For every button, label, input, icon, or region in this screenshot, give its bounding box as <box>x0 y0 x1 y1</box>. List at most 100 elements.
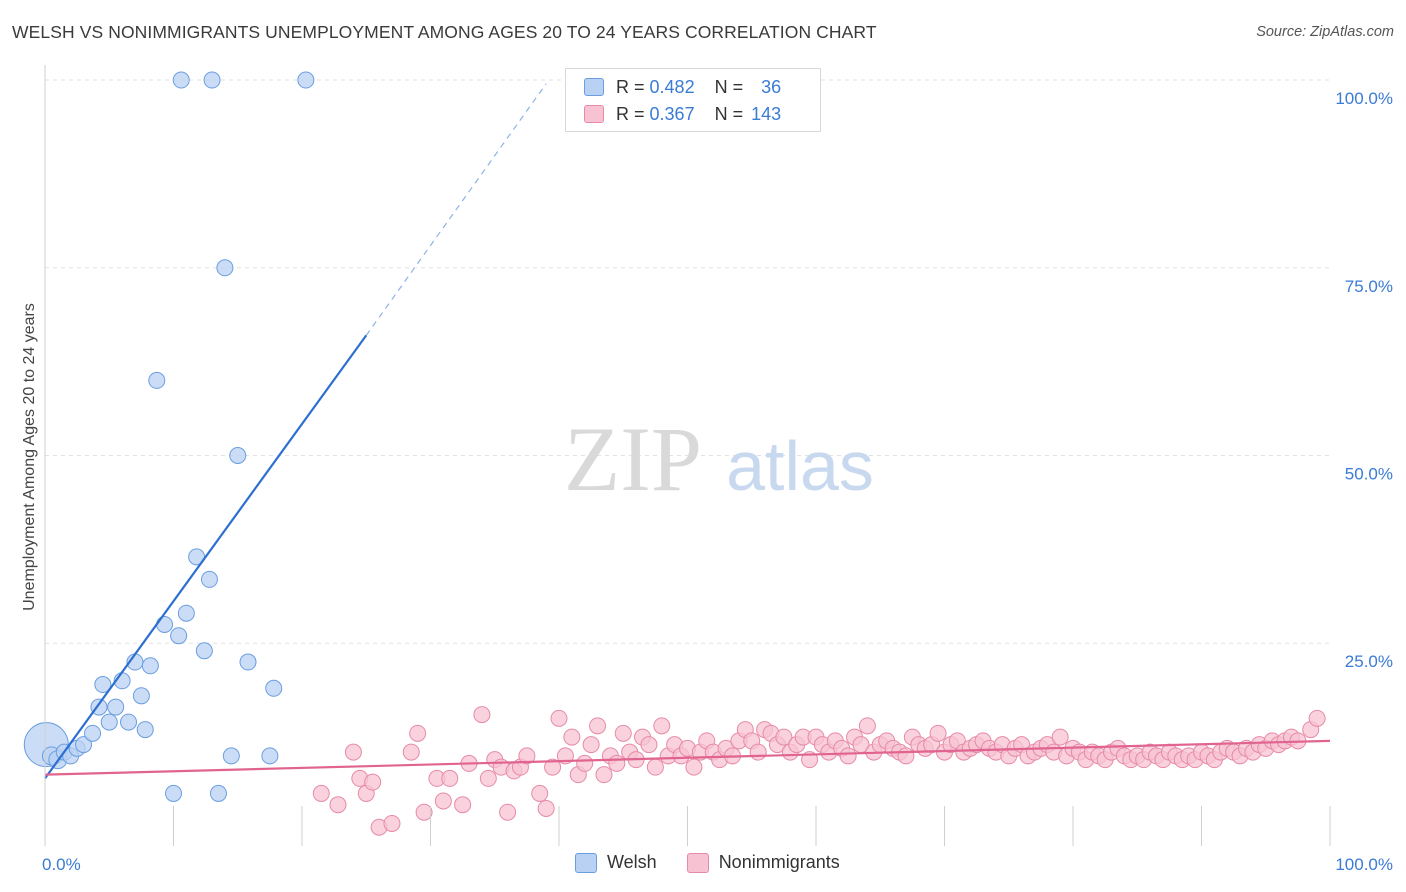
welsh-point <box>222 747 240 765</box>
nonimmigrants-point <box>312 784 330 802</box>
nonimmigrants-point <box>531 784 549 802</box>
nonimmigrants-point <box>537 799 555 817</box>
nonimmigrants-point <box>518 747 536 765</box>
legend-n-label: N = <box>714 76 744 97</box>
legend-r-value-nonimmigrants: 0.367 <box>649 103 695 124</box>
welsh-point <box>75 736 93 754</box>
welsh-point <box>107 698 125 716</box>
y-tick-label: 75.0% <box>1345 277 1393 296</box>
y-tick-label: 100.0% <box>1335 89 1393 108</box>
welsh-point <box>229 447 247 464</box>
watermark: ZIP atlas <box>564 408 874 510</box>
watermark-atlas: atlas <box>726 427 874 505</box>
legend-n-value-nonimmigrants: 143 <box>751 103 782 124</box>
welsh-point <box>265 679 283 697</box>
nonimmigrants-point <box>595 766 613 784</box>
welsh-point <box>216 259 234 277</box>
source-label: Source: ZipAtlas.com <box>1256 24 1394 40</box>
y-tick-label: 50.0% <box>1345 465 1393 484</box>
nonimmigrants-point <box>364 773 382 791</box>
series-label-welsh: Welsh <box>607 852 657 872</box>
welsh-point <box>170 627 188 645</box>
welsh-point <box>132 687 150 705</box>
nonimmigrants-point <box>749 743 767 761</box>
welsh-point <box>120 713 138 731</box>
welsh-point <box>84 724 102 742</box>
nonimmigrants-point <box>839 747 857 765</box>
legend-r-label: R = <box>616 103 645 124</box>
nonimmigrants-point <box>653 717 671 735</box>
welsh-trend-line <box>44 334 368 780</box>
series-legend: Welsh Nonimmigrants <box>575 852 870 873</box>
welsh-point <box>100 713 118 731</box>
nonimmigrants-point <box>383 814 401 832</box>
welsh-trend-extension <box>365 83 547 336</box>
nonimmigrants-point <box>1051 728 1069 746</box>
series-legend-nonimmigrants[interactable]: Nonimmigrants <box>686 852 840 873</box>
nonimmigrants-point <box>589 717 607 735</box>
nonimmigrants-point <box>499 803 517 821</box>
correlation-legend: R = 0.482 N = 36 R = 0.367 N = 143 <box>565 68 821 132</box>
nonimmigrants-point <box>402 743 420 761</box>
trend-lines <box>44 83 1331 780</box>
series-swatch-welsh <box>575 852 597 873</box>
grid-layer <box>45 79 1330 644</box>
welsh-point <box>209 784 227 802</box>
nonimmigrants-point <box>409 724 427 742</box>
welsh-point <box>156 615 174 633</box>
nonimmigrants-point <box>415 803 433 821</box>
nonimmigrants-point <box>614 724 632 742</box>
welsh-point <box>239 653 257 671</box>
nonimmigrants-point <box>329 796 347 814</box>
nonimmigrants-point <box>473 706 491 724</box>
welsh-point <box>195 642 213 660</box>
x-tick-label-min: 0.0% <box>42 855 81 874</box>
nonimmigrants-point <box>550 709 568 727</box>
nonimmigrants-point <box>646 758 664 776</box>
nonimmigrants-point <box>344 743 362 761</box>
series-label-nonimmigrants: Nonimmigrants <box>718 852 840 872</box>
welsh-point <box>203 71 221 89</box>
welsh-point <box>165 784 182 802</box>
nonimmigrants-point <box>685 758 703 776</box>
legend-n-value-welsh: 36 <box>761 76 782 97</box>
nonimmigrants-point <box>775 728 793 746</box>
legend-row-nonimmigrants: R = 0.367 N = 143 <box>584 102 781 126</box>
nonimmigrants-point <box>582 736 600 754</box>
welsh-point <box>261 747 279 765</box>
y-axis-label: Unemployment Among Ages 20 to 24 years <box>21 303 38 611</box>
nonimmigrants-point <box>897 747 915 765</box>
legend-r-value-welsh: 0.482 <box>649 76 695 97</box>
nonimmigrants-point <box>640 736 658 754</box>
nonimmigrants-point <box>441 769 459 787</box>
series-swatch-nonimmigrants <box>686 852 709 873</box>
legend-n-label: N = <box>714 103 744 124</box>
welsh-point <box>141 657 159 675</box>
welsh-point <box>172 71 190 89</box>
welsh-point <box>94 676 112 694</box>
nonimmigrants-point <box>563 728 581 746</box>
welsh-point <box>148 371 166 389</box>
welsh-point <box>177 604 195 622</box>
nonimmigrants-point <box>576 754 594 772</box>
nonimmigrants-point <box>858 717 876 735</box>
legend-swatch-welsh <box>584 78 604 96</box>
legend-row-welsh: R = 0.482 N = 36 <box>584 75 781 99</box>
y-tick-label: 25.0% <box>1345 652 1393 671</box>
nonimmigrants-trend-line <box>44 739 1331 776</box>
watermark-zip: ZIP <box>564 408 702 510</box>
axis-layer: 25.0% 50.0% 75.0% 100.0% 0.0% 100.0% <box>42 65 1393 874</box>
nonimmigrants-point <box>929 724 947 742</box>
nonimmigrants-point <box>1308 709 1326 727</box>
nonimmigrants-point <box>434 792 452 810</box>
nonimmigrants-points <box>312 706 1326 836</box>
legend-r-label: R = <box>616 76 645 97</box>
welsh-point <box>200 570 218 588</box>
legend-swatch-nonimmigrants <box>584 105 604 123</box>
chart-title: WELSH VS NONIMMIGRANTS UNEMPLOYMENT AMON… <box>12 22 877 42</box>
nonimmigrants-point <box>479 769 497 787</box>
nonimmigrants-point <box>454 796 472 814</box>
series-legend-welsh[interactable]: Welsh <box>575 852 657 873</box>
x-tick-label-max: 100.0% <box>1335 855 1393 874</box>
